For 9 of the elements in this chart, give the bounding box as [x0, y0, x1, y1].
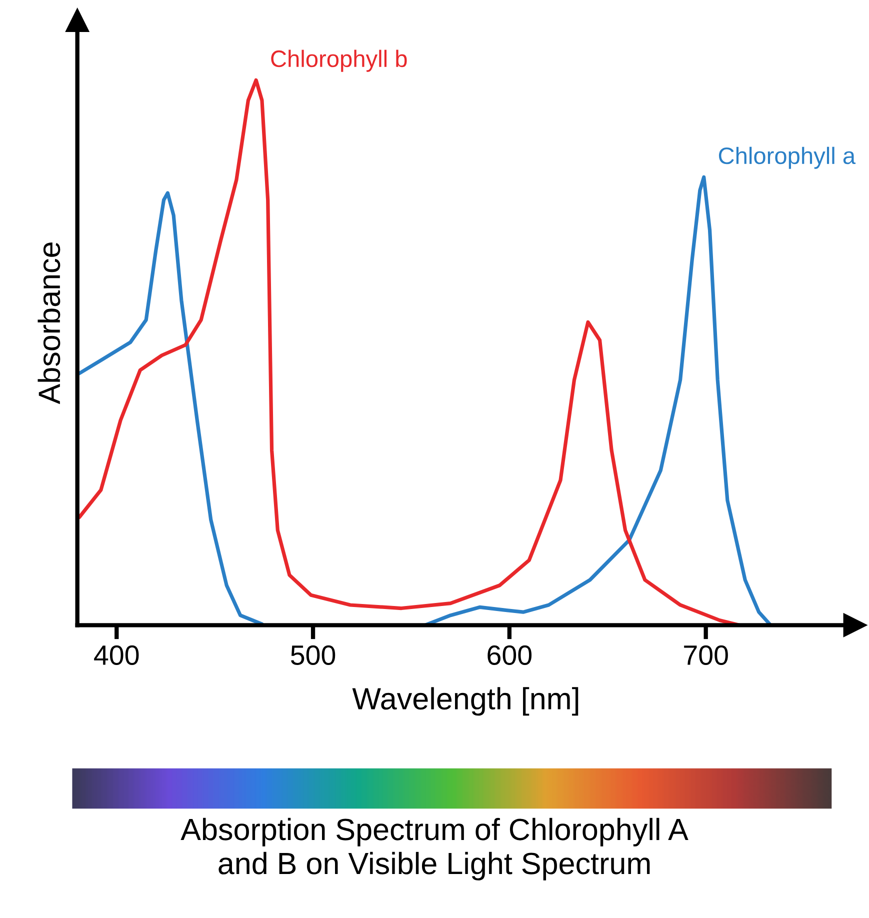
y-axis-title: Absorbance [38, 242, 60, 404]
x-axis-title: Wavelength [nm] [352, 687, 578, 716]
x-tick-label: 500 [290, 645, 336, 666]
series-label: Chlorophyll a [718, 146, 856, 169]
x-tick-label: 700 [684, 645, 728, 666]
x-tick-label: 400 [94, 645, 139, 666]
text: Absorption Spectrum of Chlorophyll A and B on Visible Light Spectrum [180, 818, 688, 880]
x-tick-label: 600 [488, 645, 532, 666]
series-label: Chlorophyll b [271, 50, 407, 72]
